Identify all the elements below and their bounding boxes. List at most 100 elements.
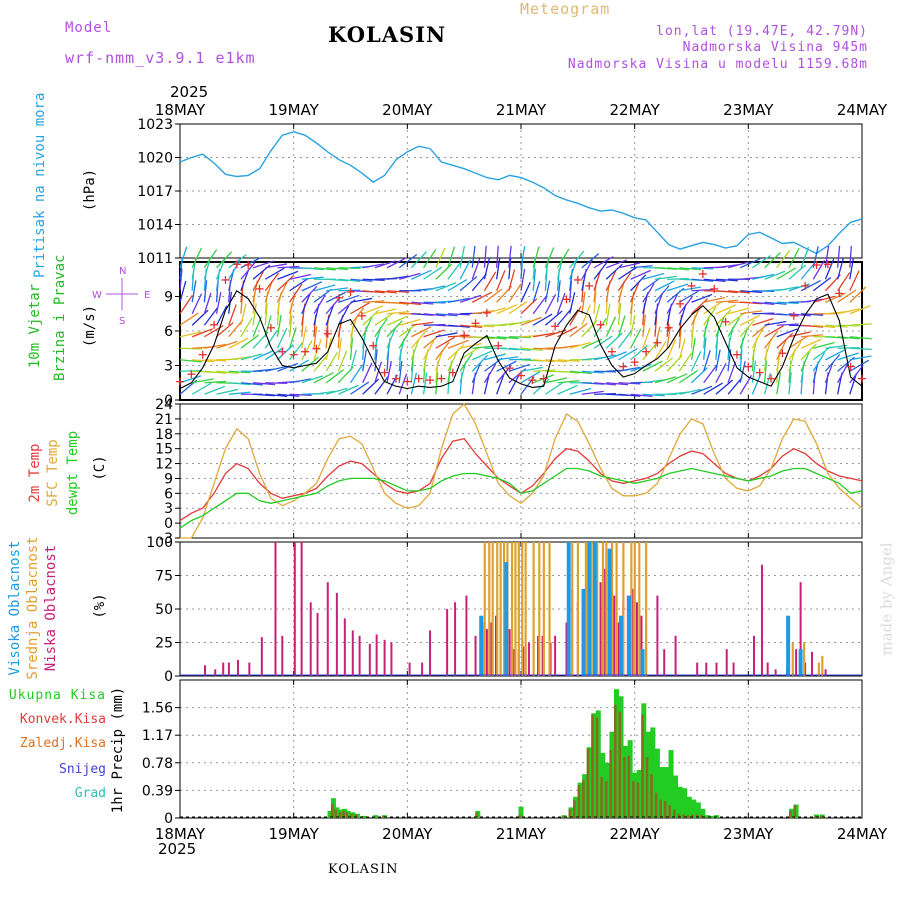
wind-barb-arrow [752,312,775,315]
ytick-label: 1.17 [142,728,173,744]
wind-barb-arrow [447,313,470,316]
wind-barb-arrow [606,351,627,361]
wind-barb-arrow [642,272,665,280]
precip-conv-bar [518,815,521,818]
wind-barb-arrow [228,304,237,326]
ytick-label: -3 [159,531,173,547]
cloud-low-bar [656,595,659,676]
wind-barb-arrow [593,256,614,269]
wind-barb-arrow [654,285,670,303]
cloud-low-bar [663,649,666,676]
wind-barb-arrow [265,393,288,398]
wind-barb-arrow [788,331,811,338]
wind-barb-arrow [727,317,740,338]
wind-barb-arrow [471,291,493,303]
wind-barb-arrow [447,261,462,280]
wind-barb-arrow [203,292,212,314]
precip-conv-bar [654,792,658,818]
wind-barb-arrow [216,251,233,269]
wind-barb-arrow [703,301,723,315]
wind-barb-arrow [472,345,495,349]
wind-barb-arrow [605,316,617,338]
wind-barb-arrow [264,272,280,292]
wind-barb-arrow [313,288,332,303]
wind-barb-arrow [618,266,638,280]
precip-total-bar [700,808,706,818]
wind-barb-arrow [216,388,239,395]
ytick-label: 9 [164,290,173,306]
wind-barb-arrow [301,267,324,271]
wind-barb-arrow [618,393,641,397]
wind-barb-arrow [617,315,626,337]
wind-barb-arrow [739,258,761,269]
wind-barb-arrow [593,291,597,314]
wind-barb-arrow [264,303,268,326]
wind-barb-arrow [228,254,247,269]
wind-barb-arrow [678,304,687,326]
wind-barb-arrow [508,374,520,395]
wind-barb-arrow [533,369,556,372]
precip-conv-bar [600,776,603,818]
cloud-mid-bar [601,542,605,676]
wind-barb-arrow [253,382,276,386]
wind-barb-arrow [203,280,208,303]
wind-barb-arrow [812,276,832,292]
wind-barb-arrow [751,328,764,349]
precip-conv-bar [573,800,576,818]
wind-barb-arrow [593,303,601,326]
wind-barb-arrow [715,308,732,326]
wind-barb-arrow [265,365,287,372]
wind-barb-arrow [836,245,841,268]
ytick-label: 1020 [137,151,173,167]
wind-barb-arrow [715,278,738,282]
wind-barb-arrow [727,376,743,395]
wind-barb-arrow [581,390,604,395]
cloud-low-bar [421,662,424,676]
wind-barb-arrow [825,349,846,361]
wind-barb-arrow [837,347,860,349]
wind-barb-arrow [667,267,690,271]
wind-barb-arrow [191,247,203,269]
wind-barb-arrow [264,281,273,303]
ytick-label: 24 [155,397,173,413]
precip-total-bar [654,748,660,818]
precip-conv-bar [595,717,599,818]
panel-frame [179,541,863,677]
wind-barb-arrow [849,359,870,372]
wind-barb-arrow [594,393,617,395]
wind-barb-arrow [313,354,329,372]
compass-w: W [92,290,102,301]
wind-barb-arrow [740,301,763,305]
precip-total-bar [327,810,333,818]
wind-barb-arrow [325,296,341,315]
precip-total-bar [668,750,674,818]
wind-barb-arrow [192,359,215,363]
wind-barb-arrow [642,360,663,372]
wind-barb-arrow [801,334,824,338]
precip-conv-bar [627,755,631,818]
wind-barb-arrow [459,347,479,361]
wind-barb-arrow [423,324,446,326]
wind-barb-arrow [581,259,593,280]
cloud-low-bar [260,637,263,676]
wind-barb-arrow [569,322,588,338]
ytick-label: 100 [146,535,173,551]
wind-barb-arrow [812,346,832,361]
wind-barb-arrow [776,339,787,361]
cloud-high-bar [504,562,509,676]
wind-barb-arrow [788,264,807,280]
cloud-low-bar [309,602,312,676]
wind-barb-arrow [216,340,238,349]
precip-conv-bar [686,815,690,818]
wind-barb-arrow [508,245,512,268]
precip-total-bar [691,799,697,818]
wind-barb-arrow [557,359,580,362]
wind-barb-arrow [520,245,526,268]
cloud-mid-bar [548,542,551,676]
wind-barb-arrow [240,353,263,361]
wind-barb-arrow [837,336,860,340]
cloud-low-bar [705,662,708,676]
precip-total-bar [682,788,688,818]
cloud-low-bar [674,635,677,676]
cloud-high-bar [479,615,484,676]
